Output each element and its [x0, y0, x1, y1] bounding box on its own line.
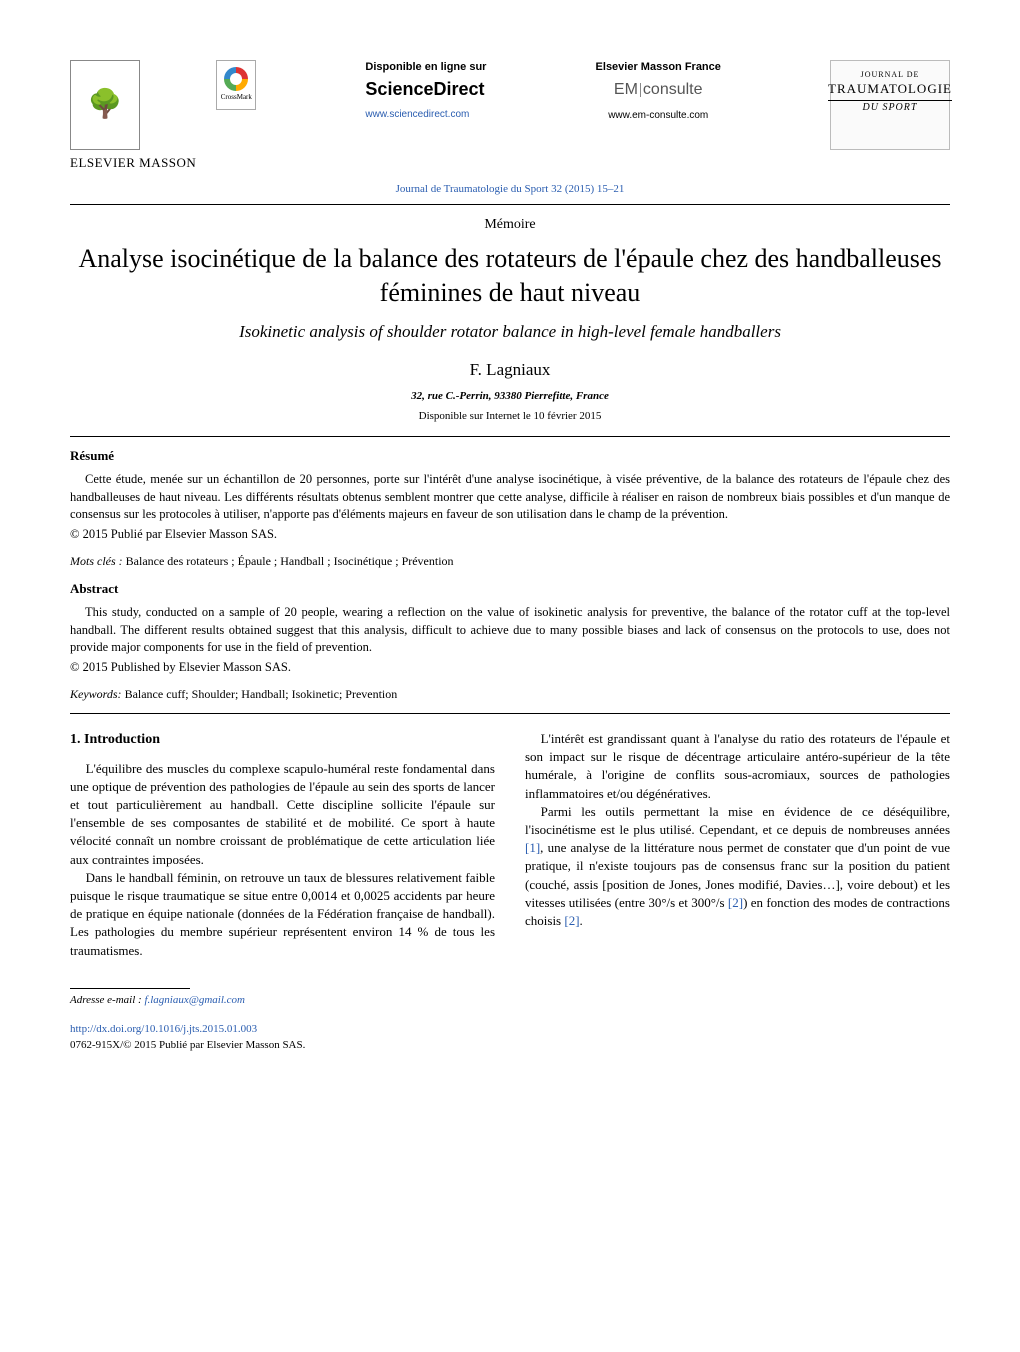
journal-cover-line2: TRAUMATOLOGIE: [828, 80, 952, 101]
email-link[interactable]: f.lagniaux@gmail.com: [144, 994, 245, 1006]
crossmark-icon: [224, 67, 248, 91]
intro-p4-a: Parmi les outils permettant la mise en é…: [525, 804, 950, 837]
emconsulte-logo: EM consulte: [596, 79, 721, 101]
page-footer: Adresse e-mail : f.lagniaux@gmail.com ht…: [70, 988, 950, 1053]
rule-after-abstract: [70, 713, 950, 714]
email-label: Adresse e-mail :: [70, 994, 142, 1006]
emconsulte-link[interactable]: www.em-consulte.com: [608, 110, 708, 121]
ref-link-1[interactable]: [1]: [525, 840, 540, 855]
resume-body: Cette étude, menée sur un échantillon de…: [70, 471, 950, 524]
resume-kw-list: Balance des rotateurs ; Épaule ; Handbal…: [126, 554, 454, 568]
abstract-keywords: Keywords: Balance cuff; Shoulder; Handba…: [70, 686, 950, 703]
document-type: Mémoire: [70, 215, 950, 235]
elsevier-tree-icon: 🌳: [70, 60, 140, 150]
em-logo-prefix: EM: [614, 81, 638, 98]
resume-heading: Résumé: [70, 447, 950, 465]
elsevier-label: ELSEVIER MASSON: [70, 154, 196, 172]
sd-available-label: Disponible en ligne sur: [365, 60, 486, 75]
journal-cover: JOURNAL DE TRAUMATOLOGIE DU SPORT: [830, 60, 950, 150]
body-columns: 1. Introduction L'équilibre des muscles …: [70, 730, 950, 960]
intro-p4: Parmi les outils permettant la mise en é…: [525, 803, 950, 930]
corresponding-email-line: Adresse e-mail : f.lagniaux@gmail.com: [70, 993, 950, 1008]
abstract-heading: Abstract: [70, 580, 950, 598]
abstract-body: This study, conducted on a sample of 20 …: [70, 604, 950, 657]
intro-p3: L'intérêt est grandissant quant à l'anal…: [525, 730, 950, 803]
publication-date: Disponible sur Internet le 10 février 20…: [70, 409, 950, 424]
article-title-en: Isokinetic analysis of shoulder rotator …: [70, 320, 950, 344]
resume-keywords: Mots clés : Balance des rotateurs ; Épau…: [70, 553, 950, 570]
article-title-fr: Analyse isocinétique de la balance des r…: [70, 242, 950, 310]
elsevier-block: 🌳 ELSEVIER MASSON: [70, 60, 196, 172]
ref-link-2[interactable]: [2]: [728, 895, 743, 910]
resume-kw-label: Mots clés :: [70, 554, 123, 568]
page: 🌳 ELSEVIER MASSON CrossMark Disponible e…: [0, 0, 1020, 1093]
abstract-kw-label: Keywords:: [70, 687, 122, 701]
resume-copyright: © 2015 Publié par Elsevier Masson SAS.: [70, 526, 950, 544]
issn-copyright: 0762-915X/© 2015 Publié par Elsevier Mas…: [70, 1038, 950, 1053]
abstract-kw-list: Balance cuff; Shoulder; Handball; Isokin…: [125, 687, 398, 701]
footnote-rule: [70, 988, 190, 989]
sciencedirect-logo: ScienceDirect: [365, 77, 486, 102]
resume-text: Cette étude, menée sur un échantillon de…: [70, 471, 950, 524]
journal-cover-line3: DU SPORT: [863, 101, 918, 115]
author-affiliation: 32, rue C.-Perrin, 93380 Pierrefitte, Fr…: [70, 389, 950, 404]
intro-p2: Dans le handball féminin, on retrouve un…: [70, 869, 495, 960]
publisher-logos: 🌳 ELSEVIER MASSON CrossMark: [70, 60, 256, 172]
citation-line: Journal de Traumatologie du Sport 32 (20…: [70, 182, 950, 197]
ref-link-3[interactable]: [2]: [564, 913, 579, 928]
header-row: 🌳 ELSEVIER MASSON CrossMark Disponible e…: [70, 60, 950, 172]
intro-p4-d: .: [580, 913, 583, 928]
crossmark-badge[interactable]: CrossMark: [216, 60, 256, 110]
em-brand-label: Elsevier Masson France: [596, 60, 721, 75]
abstract-copyright: © 2015 Published by Elsevier Masson SAS.: [70, 659, 950, 677]
intro-heading: 1. Introduction: [70, 730, 495, 750]
em-logo-bar-icon: [640, 83, 641, 97]
top-rule: [70, 204, 950, 205]
sciencedirect-link[interactable]: www.sciencedirect.com: [365, 109, 469, 120]
journal-cover-line1: JOURNAL DE: [861, 69, 920, 80]
sciencedirect-block: Disponible en ligne sur ScienceDirect ww…: [365, 60, 486, 122]
author-name: F. Lagniaux: [70, 358, 950, 382]
intro-p1: L'équilibre des muscles du complexe scap…: [70, 760, 495, 869]
doi-link[interactable]: http://dx.doi.org/10.1016/j.jts.2015.01.…: [70, 1022, 950, 1037]
em-logo-suffix: consulte: [643, 81, 703, 98]
crossmark-label: CrossMark: [221, 93, 252, 103]
abstract-text: This study, conducted on a sample of 20 …: [70, 604, 950, 657]
rule-after-front: [70, 436, 950, 437]
emconsulte-block: Elsevier Masson France EM consulte www.em…: [596, 60, 721, 123]
